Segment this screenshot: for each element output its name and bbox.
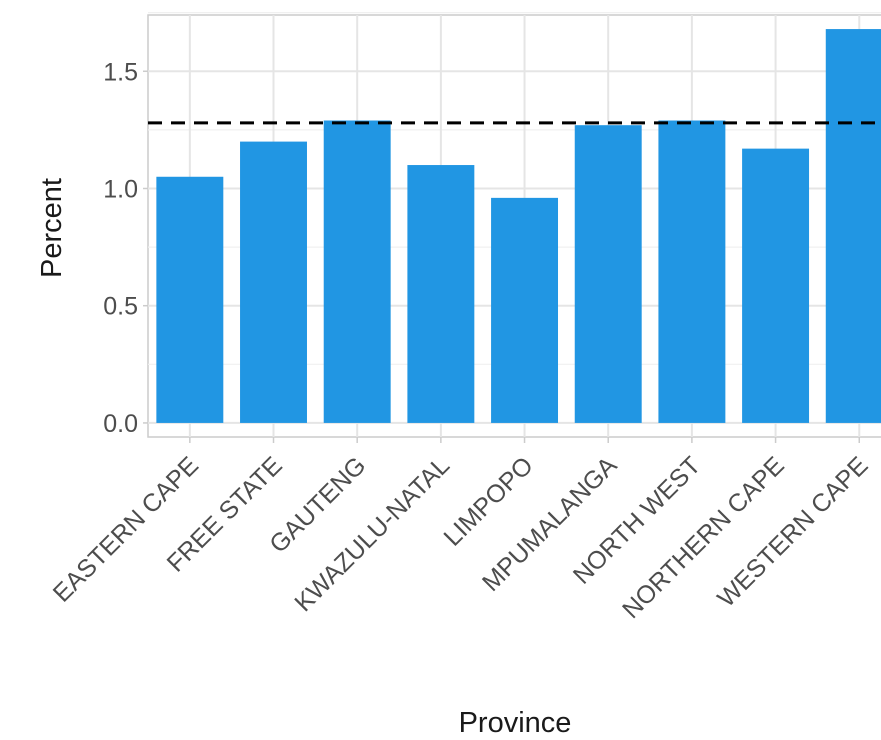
bar-north-west (658, 120, 726, 423)
y-tick-label: 0.5 (103, 293, 138, 321)
plot-panel (147, 14, 881, 438)
x-axis-title: Province (459, 707, 572, 739)
bar-kwazulu-natal (407, 165, 475, 423)
x-tick-label: EASTERN CAPE (48, 451, 204, 607)
x-tick-label: NORTHERN CAPE (617, 451, 790, 624)
bar-northern-cape (742, 148, 810, 423)
panel-border (147, 14, 881, 438)
y-tick-label: 1.0 (103, 175, 138, 203)
y-axis: 0.0 0.5 1.0 1.5 (103, 58, 148, 438)
bar-western-cape (825, 29, 881, 423)
bar-free-state (240, 141, 307, 423)
y-tick-label: 0.0 (103, 410, 138, 438)
bar-mpumalanga (574, 125, 642, 423)
x-tick-label: WESTERN CAPE (712, 451, 873, 612)
y-axis-title: Percent (36, 178, 68, 278)
bars (156, 29, 881, 423)
y-tick-label: 1.5 (103, 58, 138, 86)
bar-limpopo (491, 197, 559, 423)
bar-gauteng (323, 120, 391, 423)
bar-eastern-cape (156, 176, 224, 423)
x-tick-label: KWAZULU-NATAL (289, 451, 455, 617)
